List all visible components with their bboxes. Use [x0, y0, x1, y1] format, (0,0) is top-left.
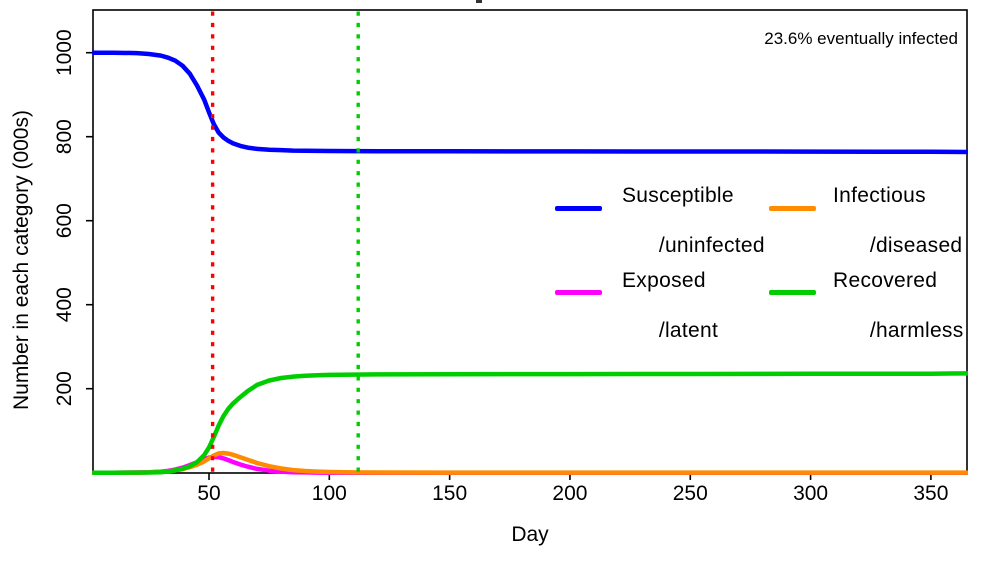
y-tick-label: 200 [53, 371, 76, 406]
legend-swatch-infectious [769, 206, 816, 211]
legend-label-exposed: Exposed /latent [622, 268, 718, 343]
legend-swatch-recovered [769, 290, 816, 295]
series-line-exposed [92, 454, 968, 475]
x-tick-label: 100 [312, 482, 347, 505]
y-axis-title: Number in each category (000s) [10, 110, 33, 410]
legend-label-line1: Exposed [622, 269, 706, 292]
x-tick-label: 250 [673, 482, 708, 505]
legend-label-line1: Susceptible [622, 184, 734, 207]
legend-swatch-exposed [555, 290, 602, 295]
legend-label-line2: /diseased [869, 234, 963, 257]
y-tick-label: 1000 [53, 29, 76, 76]
legend-label-line2: /harmless [869, 319, 964, 342]
x-tick-label: 150 [432, 482, 467, 505]
y-tick-label: 800 [53, 119, 76, 154]
y-tick-label: 400 [53, 287, 76, 322]
x-tick-label: 300 [793, 482, 828, 505]
legend-label-recovered: Recovered /harmless [833, 268, 964, 343]
annotation-eventually-infected: 23.6% eventually infected [764, 29, 958, 48]
y-tick-label: 600 [53, 203, 76, 238]
legend-swatch-susceptible [555, 206, 602, 211]
series-line-recovered [92, 371, 968, 475]
x-tick-label: 200 [552, 482, 587, 505]
legend-label-line1: Recovered [833, 269, 938, 292]
legend-label-line2: /latent [658, 319, 719, 342]
legend-label-line2: /uninfected [658, 234, 765, 257]
legend-label-susceptible: Susceptible /uninfected [622, 183, 765, 258]
legend-label-infectious: Infectious /diseased [833, 183, 962, 258]
x-axis-title: Day [511, 523, 549, 546]
series-line-susceptible [92, 50, 968, 155]
legend-label-line1: Infectious [833, 184, 926, 207]
clipped-title-fragment [476, 0, 482, 3]
x-tick-label: 50 [197, 482, 220, 505]
x-tick-label: 350 [913, 482, 948, 505]
